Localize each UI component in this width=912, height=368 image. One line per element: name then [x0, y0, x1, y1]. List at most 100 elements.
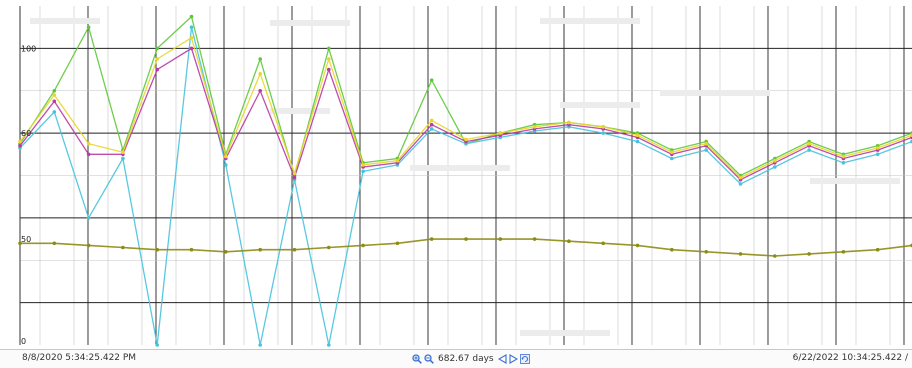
series-point: [86, 25, 91, 30]
series-point: [258, 89, 263, 93]
series-point: [292, 171, 297, 176]
series-point: [841, 250, 846, 254]
series-point: [670, 150, 674, 154]
series-point: [429, 237, 434, 241]
series-point: [292, 247, 297, 252]
series-point: [704, 141, 708, 146]
series-point: [635, 139, 640, 144]
series-point: [875, 146, 880, 150]
series-point: [875, 152, 880, 157]
series-point: [532, 125, 537, 129]
series-point: [429, 122, 434, 127]
refresh-icon[interactable]: [519, 353, 530, 364]
faint-label: [270, 108, 330, 114]
series-point: [773, 165, 777, 169]
series-point: [875, 247, 880, 252]
series-point: [121, 245, 125, 250]
faint-label: [410, 165, 510, 171]
series-point: [258, 343, 263, 347]
series-point: [86, 141, 91, 146]
series-point: [224, 250, 228, 254]
series-point: [361, 169, 365, 174]
series-point: [258, 57, 263, 61]
series-point: [635, 243, 640, 248]
series-point: [464, 137, 468, 142]
y-axis-label: 0: [21, 337, 26, 346]
faint-legend-labels: [30, 18, 900, 336]
navigation-controls: 682.67 days: [412, 351, 530, 366]
faint-label: [660, 90, 770, 96]
series-point: [532, 237, 537, 241]
series-point: [18, 144, 22, 148]
series-point: [155, 57, 159, 61]
series-point: [224, 163, 228, 167]
series-point: [189, 25, 194, 30]
trend-chart[interactable]: 100 60 50 0: [0, 0, 912, 350]
series-point: [429, 78, 434, 82]
y-axis-label: 100: [21, 44, 36, 53]
scroll-left-icon[interactable]: [497, 353, 507, 364]
series-point: [361, 163, 365, 167]
series-point: [773, 158, 777, 163]
series-point: [841, 161, 846, 165]
faint-label: [30, 18, 100, 24]
zoom-out-icon[interactable]: [424, 353, 434, 364]
series-point: [807, 141, 811, 146]
series-point: [429, 118, 434, 123]
series-point: [395, 158, 400, 163]
series-point: [498, 237, 503, 241]
series-point: [155, 67, 159, 72]
series-point: [189, 247, 194, 252]
series-point: [86, 152, 91, 157]
series-point: [292, 175, 297, 180]
series-point: [567, 120, 571, 125]
series-point: [189, 36, 194, 40]
series-point: [601, 125, 605, 129]
series-point: [327, 343, 331, 347]
series-point: [52, 89, 57, 93]
series-point: [361, 243, 365, 248]
series-point: [395, 241, 400, 246]
series-point: [773, 254, 777, 258]
scroll-right-icon[interactable]: [509, 353, 518, 364]
series-point: [155, 247, 159, 252]
series-point: [52, 110, 57, 114]
series-point: [52, 93, 57, 97]
series-point: [635, 133, 640, 137]
series-point: [189, 46, 194, 51]
series-point: [601, 131, 605, 135]
series-point: [429, 127, 434, 131]
series-point: [258, 247, 263, 252]
series-point: [327, 67, 331, 72]
series-point: [327, 245, 331, 250]
series-point: [327, 57, 331, 61]
series-point: [189, 14, 194, 19]
y-axis-labels: 100 60 50 0: [21, 44, 36, 346]
series-point: [841, 154, 846, 159]
zoom-in-icon[interactable]: [412, 353, 422, 364]
series-point: [327, 46, 331, 51]
series-point: [18, 139, 22, 144]
series-point: [738, 182, 743, 186]
faint-label: [560, 102, 640, 108]
series-point: [86, 216, 91, 220]
faint-label: [540, 18, 640, 24]
series-group: [18, 14, 912, 347]
time-status-bar: 8/8/2020 5:34:25.422 PM 682.67 days: [0, 349, 912, 368]
series-point: [464, 237, 468, 241]
start-time-label: 8/8/2020 5:34:25.422 PM: [22, 353, 137, 363]
series-point: [567, 239, 571, 243]
series-point: [670, 247, 674, 252]
series-point: [704, 250, 708, 254]
series-point: [807, 148, 811, 152]
time-span-label: 682.67 days: [438, 353, 494, 364]
series-point: [121, 150, 125, 154]
faint-label: [520, 330, 610, 336]
series-point: [52, 241, 57, 246]
series-point: [738, 252, 743, 256]
series-point: [155, 46, 159, 51]
series-point: [224, 154, 228, 159]
plot-background: [0, 0, 912, 350]
series-point: [86, 243, 91, 248]
